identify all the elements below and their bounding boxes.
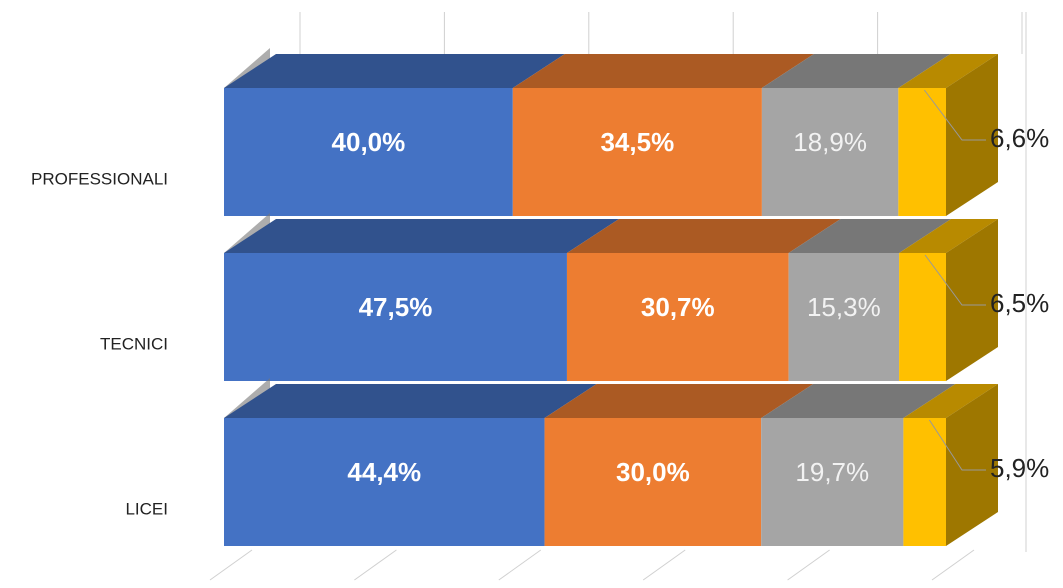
bar-top — [899, 219, 998, 253]
grid-line — [498, 549, 542, 581]
bar-top — [761, 384, 956, 418]
bar-top — [224, 219, 619, 253]
bar-top — [761, 54, 951, 88]
bar-top — [903, 384, 998, 418]
data-label: 40,0% — [332, 127, 406, 157]
bar — [544, 418, 762, 546]
bar — [903, 418, 946, 546]
bar-top — [566, 219, 841, 253]
grid-line — [209, 549, 253, 581]
data-label: 47,5% — [359, 292, 433, 322]
bar-side — [946, 54, 998, 216]
bar — [224, 418, 545, 546]
bar — [566, 253, 789, 381]
data-label: 19,7% — [795, 457, 869, 487]
bar — [898, 88, 946, 216]
data-label: 34,5% — [600, 127, 674, 157]
bar — [761, 88, 899, 216]
bar — [224, 88, 513, 216]
bar-top — [898, 54, 998, 88]
grid-line — [931, 549, 975, 581]
bar-top — [512, 54, 814, 88]
bar — [512, 88, 762, 216]
data-label: 15,3% — [807, 292, 881, 322]
grid-line — [787, 549, 830, 581]
bar-top — [544, 384, 814, 418]
bar — [761, 418, 904, 546]
data-label: 18,9% — [793, 127, 867, 157]
data-label: 6,6% — [990, 123, 1049, 153]
leader-line — [928, 419, 986, 471]
leader-line — [923, 89, 986, 141]
bar — [224, 253, 567, 381]
data-label: 5,9% — [990, 453, 1049, 483]
grid-line — [642, 549, 686, 581]
bar — [788, 253, 900, 381]
bar-top — [788, 219, 952, 253]
bar — [899, 253, 946, 381]
grid-line — [354, 549, 397, 581]
bar-side — [946, 219, 998, 381]
data-label: 44,4% — [347, 457, 421, 487]
y-tick-label: PROFESSIONALI — [31, 169, 168, 188]
y-tick-label: LICEI — [125, 499, 168, 518]
leader-line — [924, 254, 986, 306]
data-label: 30,7% — [641, 292, 715, 322]
data-label: 30,0% — [616, 457, 690, 487]
bar-top — [224, 384, 597, 418]
y-tick-label: TECNICI — [100, 334, 168, 353]
bar-side — [946, 384, 998, 546]
data-label: 6,5% — [990, 288, 1049, 318]
bar-top — [224, 54, 565, 88]
